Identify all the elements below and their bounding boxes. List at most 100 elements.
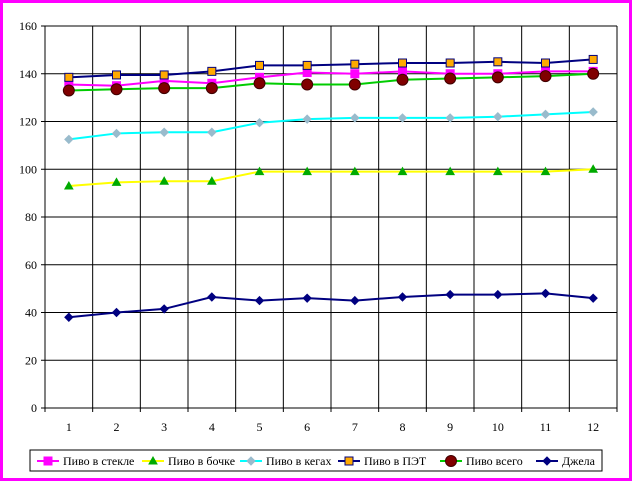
y-tick-labels: 0 20 40 60 80 100 120 140 160 [19,19,37,415]
data-point [445,455,457,467]
data-point [206,176,217,185]
data-point [246,456,256,466]
data-point [541,58,550,68]
data-point [493,289,503,300]
y-tick-label: 0 [31,401,37,415]
x-tick-label: 11 [540,420,552,434]
x-tick-label: 8 [400,420,406,434]
data-point [539,70,552,83]
data-point [445,289,455,300]
legend-item: Джела [536,454,596,468]
y-tick-label: 160 [19,19,37,33]
legend-box [29,449,603,472]
axes [41,25,618,412]
x-tick-label: 4 [209,420,215,434]
data-point [111,128,122,139]
data-point [64,72,74,82]
data-point [493,57,503,67]
data-point [397,113,408,123]
legend-item: Пиво в стекле [37,454,134,468]
data-point [43,456,53,466]
series-line [68,292,594,319]
legend-label: Пиво в кегах [266,454,331,468]
legend-item: Пиво в ПЭТ [338,454,427,468]
data-point [350,59,360,69]
data-point [205,82,218,95]
series-line [68,168,594,187]
series-5 [62,67,600,97]
series-3 [64,107,598,145]
x-tick-labels: 1 2 3 4 5 6 7 8 9 10 11 12 [66,420,599,434]
data-point [588,164,599,173]
data-point [253,77,266,90]
data-point [445,113,455,123]
data-point [159,304,169,314]
data-point [397,166,408,176]
data-point [302,60,312,70]
data-point [542,456,552,466]
data-point [207,127,217,137]
series-6 [64,288,598,322]
data-point [64,134,74,145]
data-point [350,113,360,123]
data-point [491,71,504,84]
data-point [254,117,265,128]
legend-label: Пиво всего [466,454,523,468]
data-point [148,455,158,465]
x-tick-label: 2 [114,420,120,434]
legend-label: Пиво в бочке [168,454,235,468]
data-point [302,293,312,303]
data-point [588,54,598,64]
data-point [444,72,457,85]
data-point [254,166,265,176]
data-point [493,112,503,122]
legend: Пиво в стекле Пиво в бочке Пиво в кегах Пив… [29,449,603,472]
data-point [349,166,360,176]
data-point [398,58,407,68]
legend-item: Пиво в бочке [142,454,235,468]
legend-label: Джела [562,454,596,468]
data-point [302,114,312,124]
data-point [540,166,551,176]
x-tick-label: 10 [492,420,504,434]
x-tick-label: 12 [587,420,599,434]
data-point [301,78,314,91]
data-point [111,177,122,186]
data-point [159,70,169,80]
data-point [588,293,598,303]
data-point [110,83,123,96]
data-point [540,288,551,299]
data-point [445,58,455,68]
legend-label: Пиво в ПЭТ [364,454,427,468]
series-line [68,70,594,87]
series-2 [63,164,599,190]
data-point [112,70,121,80]
y-tick-label: 140 [19,67,37,81]
data-point [492,166,503,176]
data-point [350,69,360,79]
data-point [396,73,409,86]
data-point [348,78,361,91]
legend-item: Пиво всего [440,454,523,468]
y-tick-label: 80 [25,210,37,224]
series-4 [64,54,598,82]
data-point [111,307,122,318]
series-layer [62,54,600,322]
data-point [207,66,217,76]
data-point [302,166,313,176]
series-line [68,72,594,92]
data-point [445,166,456,176]
legend-item: Пиво в кегах [240,454,331,468]
x-tick-label: 7 [352,420,358,434]
x-tick-label: 5 [257,420,263,434]
series-line [68,58,594,79]
data-point [587,67,600,80]
data-point [255,60,264,70]
y-tick-label: 60 [25,258,37,272]
x-tick-label: 6 [304,420,310,434]
y-tick-label: 20 [25,353,37,367]
y-tick-label: 120 [19,115,37,129]
x-tick-label: 3 [161,420,167,434]
data-point [350,295,360,306]
